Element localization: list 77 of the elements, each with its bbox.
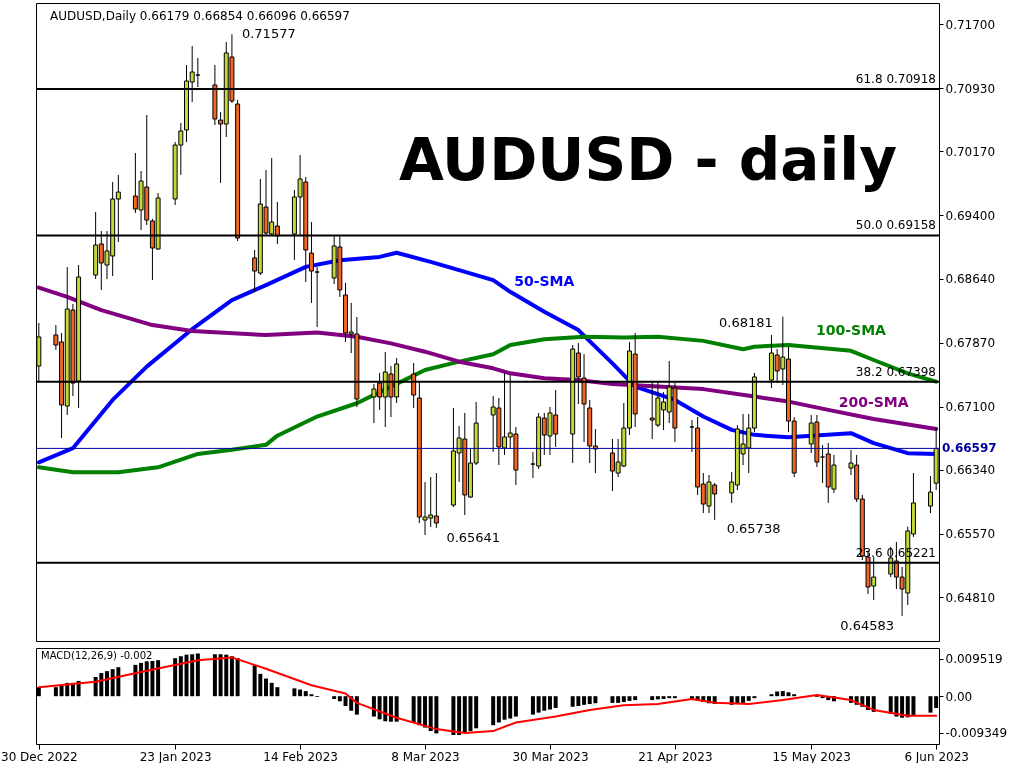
bar: [741, 696, 746, 703]
y-tick-label: 0.66340: [945, 463, 996, 478]
bar: [530, 696, 535, 715]
bar: [780, 691, 785, 697]
bar: [474, 696, 479, 729]
bar: [900, 696, 905, 718]
annotation: 0.71577: [241, 26, 296, 42]
bar: [332, 696, 337, 699]
bar: [610, 696, 615, 703]
y-tick-label: 0.67870: [945, 336, 996, 351]
bar: [264, 678, 268, 697]
bar: [229, 656, 234, 697]
annotation: 0.65641: [446, 529, 501, 545]
bar: [928, 696, 933, 713]
annotation: 0.64583: [840, 617, 895, 633]
series-label: 100-SMA: [816, 321, 887, 338]
bar: [133, 664, 138, 697]
y-tick-label: 0.70930: [945, 81, 996, 96]
y-tick-label: 0.67100: [945, 400, 996, 415]
x-tick-label: 8 Mar 2023: [391, 749, 460, 764]
bar: [491, 696, 496, 726]
x-tick-label: 15 May 2023: [772, 749, 851, 764]
text: AUDUSD - daily: [398, 126, 898, 194]
bar: [423, 696, 428, 728]
bar: [178, 656, 183, 697]
bar: [496, 696, 501, 723]
chart-title: MACD(12,26,9) -0.002: [41, 650, 153, 661]
bar: [616, 696, 621, 703]
y-tick-label: -0.009349: [945, 726, 1008, 741]
bar: [105, 671, 109, 697]
ref-line-label: 50.0 0.69158: [855, 218, 936, 233]
bar: [298, 689, 303, 697]
x-tick-label: 23 Jan 2023: [139, 749, 212, 764]
bar: [394, 696, 399, 722]
bar: [337, 696, 342, 702]
bar: [173, 658, 178, 697]
bar: [292, 688, 297, 697]
y-tick-label: 0.69400: [945, 208, 996, 223]
y-tick-label: 0.71700: [945, 17, 996, 32]
y-tick-label: 0.65570: [945, 527, 996, 542]
y-tick-label: 0.00: [945, 689, 973, 704]
y-tick-label: 0.70170: [945, 144, 996, 159]
bar: [553, 696, 558, 708]
bar: [53, 687, 58, 697]
x-tick-label: 30 Mar 2023: [512, 749, 589, 764]
text: AUDUSD,Daily 0.66179 0.66854 0.66096 0.66597: [50, 9, 350, 23]
bar: [212, 654, 217, 697]
bar: [139, 662, 144, 697]
bar: [513, 696, 518, 717]
bar: [547, 696, 552, 710]
bar: [451, 696, 456, 735]
x-tick-label: 6 Jun 2023: [904, 749, 969, 764]
bar: [190, 654, 195, 697]
ref-line-label: 0.66597: [942, 441, 997, 456]
annotation: 0.68181: [719, 314, 773, 330]
bar: [195, 653, 200, 697]
y-tick-label: 0.68640: [945, 272, 996, 287]
bar: [582, 696, 587, 705]
bar: [775, 691, 780, 697]
bar: [457, 696, 462, 735]
bar: [156, 660, 161, 697]
x-tick-label: 14 Feb 2023: [263, 749, 338, 764]
bar: [633, 696, 638, 701]
candlestick: [927, 475, 933, 514]
annotation: 0.65738: [726, 520, 781, 536]
series-label: 50-SMA: [514, 272, 575, 289]
x-tick-label: 21 Apr 2023: [638, 749, 713, 764]
bar: [388, 696, 393, 722]
bar: [235, 658, 240, 697]
bar: [655, 696, 660, 700]
y-tick-label: 0.009519: [945, 652, 1003, 667]
x-tick-label: 30 Dec 2022: [1, 749, 78, 764]
line-series: [36, 285, 939, 432]
bar: [650, 696, 655, 701]
y-tick-label: 0.64810: [945, 590, 996, 605]
series-label: 200-SMA: [838, 394, 909, 411]
ref-line-label: 61.8 0.70918: [855, 72, 936, 87]
